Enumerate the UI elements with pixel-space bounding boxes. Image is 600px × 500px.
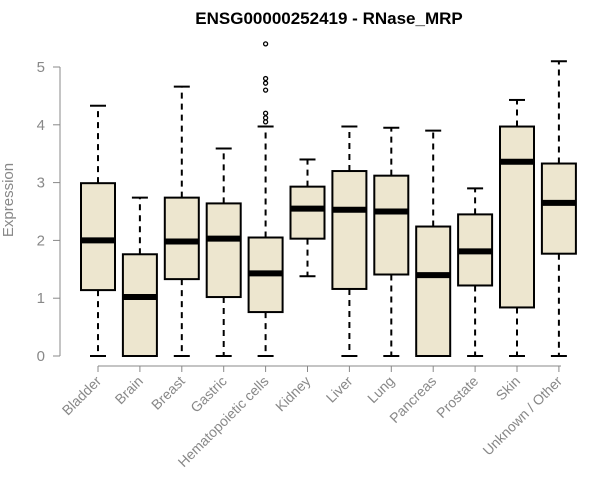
x-tick-label: Skin <box>493 373 524 404</box>
box-group <box>289 158 326 278</box>
box <box>331 170 368 290</box>
x-tick-label: Brain <box>112 373 146 407</box>
x-tick-label: Unknown / Other <box>479 373 565 459</box>
x-tick-label: Pancreas <box>386 373 439 426</box>
box-group <box>80 104 116 357</box>
box <box>540 162 577 255</box>
outlier-point <box>262 41 269 47</box>
x-tick-label: Liver <box>323 373 356 406</box>
box-group <box>121 196 158 357</box>
x-tick-label: Bladder <box>59 373 105 419</box>
chart-title: ENSG00000252419 - RNase_MRP <box>195 9 462 28</box>
x-tick-label: Kidney <box>272 373 314 415</box>
box-group <box>415 129 452 357</box>
box <box>163 196 200 281</box>
y-tick-label: 1 <box>37 290 45 307</box>
box <box>80 182 116 292</box>
x-tick-label: Prostate <box>433 373 481 421</box>
y-axis-label: Expression <box>0 163 17 237</box>
box-group <box>499 98 535 357</box>
y-ticks: 0 1 2 3 4 5 <box>37 59 60 365</box>
y-tick-label: 0 <box>37 348 45 365</box>
box <box>415 225 452 357</box>
outlier-point <box>262 80 269 86</box>
outlier-point <box>262 110 269 116</box>
box <box>373 174 410 276</box>
box-group <box>457 187 494 357</box>
boxes <box>80 41 577 357</box>
box-group <box>205 147 242 357</box>
outlier-point <box>262 115 269 121</box>
box <box>205 202 242 299</box>
y-tick-label: 5 <box>37 59 45 76</box>
y-tick-label: 4 <box>37 117 45 134</box>
outlier-point <box>262 75 269 82</box>
x-tick-label: Lung <box>364 373 397 406</box>
y-tick-label: 3 <box>37 175 45 192</box>
box <box>499 125 535 309</box>
box <box>289 185 326 240</box>
box <box>121 253 158 357</box>
box-group <box>540 60 577 357</box>
box-group <box>373 126 410 357</box>
x-tick-label: Breast <box>148 373 188 413</box>
y-tick-label: 2 <box>37 232 45 249</box>
box-group <box>247 41 284 357</box>
outlier-point <box>262 87 269 93</box>
box-group <box>331 125 368 357</box>
box-group <box>163 85 200 357</box>
